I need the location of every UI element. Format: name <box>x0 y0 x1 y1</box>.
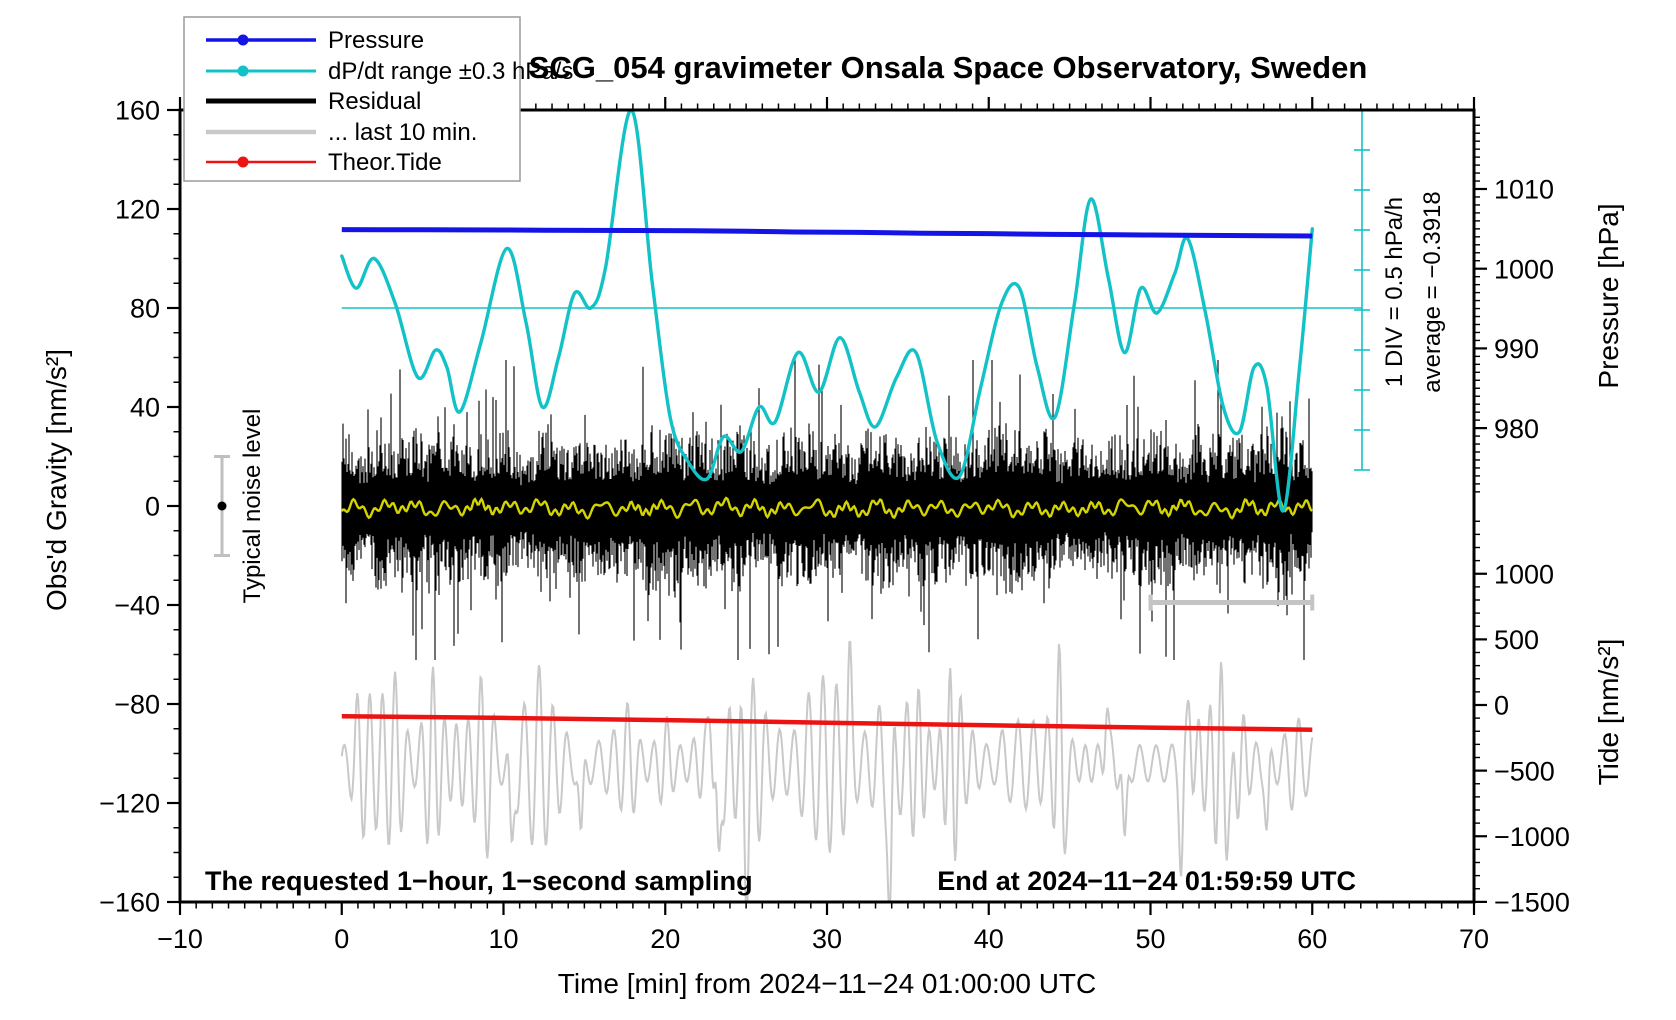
x-tick-label: 40 <box>974 924 1004 954</box>
pressure-tick-label: 1000 <box>1494 254 1554 284</box>
residual-trace <box>341 360 1313 660</box>
gravity-tick-label: 40 <box>130 393 160 423</box>
last-10-min-marker-bar <box>1148 594 1315 611</box>
legend-dot <box>237 34 249 46</box>
sampling-annotation: The requested 1−hour, 1−second sampling <box>205 866 753 896</box>
chart-title: SCG_054 gravimeter Onsala Space Observat… <box>529 50 1368 85</box>
noise-level-dot <box>217 501 227 511</box>
legend-label: Residual <box>328 88 421 115</box>
static-text-layer: SCG_054 gravimeter Onsala Space Observat… <box>41 50 1624 999</box>
average-dpdt-label: average = −0.3918 <box>1419 191 1446 393</box>
x-tick-label: 30 <box>812 924 842 954</box>
x-tick-label: 70 <box>1459 924 1489 954</box>
last-10-min-trace <box>340 640 1314 901</box>
left-axis-title: Obs'd Gravity [nm/s²] <box>41 349 72 611</box>
legend: Pressure dP/dt range ±0.3 hPa/s Residual..… <box>183 16 573 182</box>
tide-axis-title: Tide [nm/s²] <box>1593 639 1624 786</box>
tide-tick-label: −1500 <box>1494 888 1570 918</box>
dpdt-div-scalebar <box>1354 111 1370 471</box>
x-tick-label: 20 <box>650 924 680 954</box>
x-tick-label: 0 <box>334 924 349 954</box>
gravity-tick-label: 0 <box>145 492 160 522</box>
gravity-tick-label: −160 <box>99 888 160 918</box>
tide-tick-label: 0 <box>1494 691 1509 721</box>
x-tick-label: 10 <box>488 924 518 954</box>
pressure-line <box>341 227 1313 239</box>
legend-dot <box>237 65 249 77</box>
theor-tide-line <box>341 713 1313 732</box>
pressure-tick-label: 990 <box>1494 334 1539 364</box>
dpdt-curve <box>340 111 1314 513</box>
pressure-tick-label: 1010 <box>1494 175 1554 205</box>
gravity-tick-label: 80 <box>130 294 160 324</box>
x-tick-label: 50 <box>1135 924 1165 954</box>
pressure-tick-label: 980 <box>1494 414 1539 444</box>
x-tick-label: 60 <box>1297 924 1327 954</box>
gravity-tick-label: 160 <box>115 96 160 126</box>
end-time-annotation: End at 2024−11−24 01:59:59 UTC <box>937 866 1356 896</box>
legend-item: Theor.Tide <box>206 149 442 176</box>
legend-label: Pressure <box>328 27 424 54</box>
legend-item: Residual <box>206 88 421 115</box>
legend-item: dP/dt range ±0.3 hPa/s <box>206 58 573 85</box>
plot-area <box>340 111 1370 901</box>
pressure-axis-title: Pressure [hPa] <box>1593 203 1624 388</box>
gravity-tick-label: −120 <box>99 789 160 819</box>
typical-noise-level-label: Typical noise level <box>239 409 266 604</box>
tide-tick-label: −500 <box>1494 756 1555 786</box>
x-axis-title: Time [min] from 2024−11−24 01:00:00 UTC <box>558 968 1097 999</box>
tide-tick-label: 500 <box>1494 625 1539 655</box>
div-scale-label: 1 DIV = 0.5 hPa/h <box>1381 197 1408 387</box>
gravity-tick-label: −40 <box>114 591 160 621</box>
axes-frame: −10 0 10 20 30 40 50 60 70 −160 −120 −80 −40 0 40 80 120… <box>99 96 1570 954</box>
residual-smoothed-line <box>340 496 1313 520</box>
gravity-tick-label: 120 <box>115 195 160 225</box>
legend-item: ... last 10 min. <box>206 119 477 146</box>
legend-label: ... last 10 min. <box>328 119 477 146</box>
legend-label: Theor.Tide <box>328 149 442 176</box>
typical-noise-level-marker <box>214 455 230 557</box>
x-tick-label: −10 <box>157 924 203 954</box>
tide-tick-label: −1000 <box>1494 822 1570 852</box>
tide-tick-label: 1000 <box>1494 559 1554 589</box>
legend-item: Pressure <box>206 27 424 54</box>
legend-label: dP/dt range ±0.3 hPa/s <box>328 58 573 85</box>
gravity-tick-label: −80 <box>114 690 160 720</box>
legend-dot <box>237 156 249 168</box>
